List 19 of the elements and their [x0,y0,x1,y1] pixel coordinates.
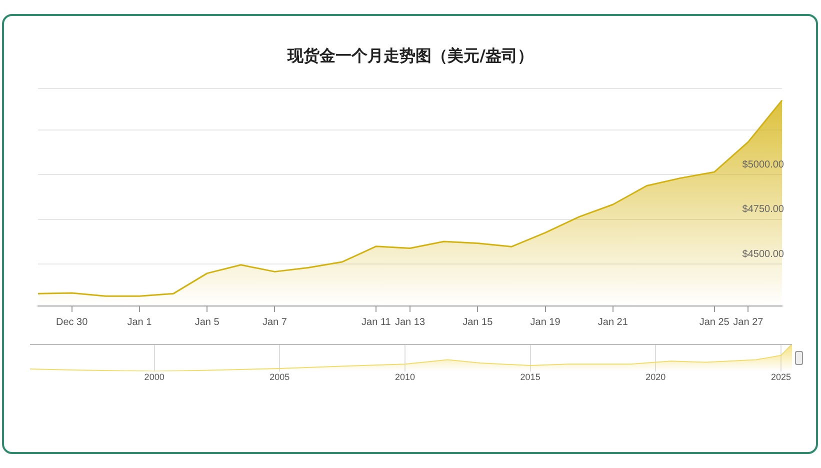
x-tick-label: Jan 19 [530,316,561,328]
x-tick-label: Jan 7 [262,316,288,328]
x-tick-label: Jan 15 [462,316,494,328]
x-tick-label: 2010 [394,372,415,382]
chart-title: 现货金一个月走势图（美元/盎司） [286,46,534,67]
x-tick-label: 2025 [770,372,791,382]
x-tick-label: Dec 30 [56,316,88,328]
x-tick-label: Jan 13 [394,316,426,328]
x-tick-label: 2000 [144,372,164,382]
x-tick-label: Jan 11 [362,316,392,328]
x-tick-label: 2005 [270,372,290,382]
x-tick-label: Jan 21 [598,316,628,328]
x-tick-label: Jan 1 [127,316,152,328]
x-tick-label: 2020 [646,372,666,382]
x-tick-label: Jan 27 [733,316,764,328]
x-tick-label: 2015 [520,372,540,382]
x-tick-label: Jan 5 [194,316,220,328]
y-tick-label: $4500.00 [742,248,784,260]
x-tick-label: Jan 25 [699,316,730,328]
